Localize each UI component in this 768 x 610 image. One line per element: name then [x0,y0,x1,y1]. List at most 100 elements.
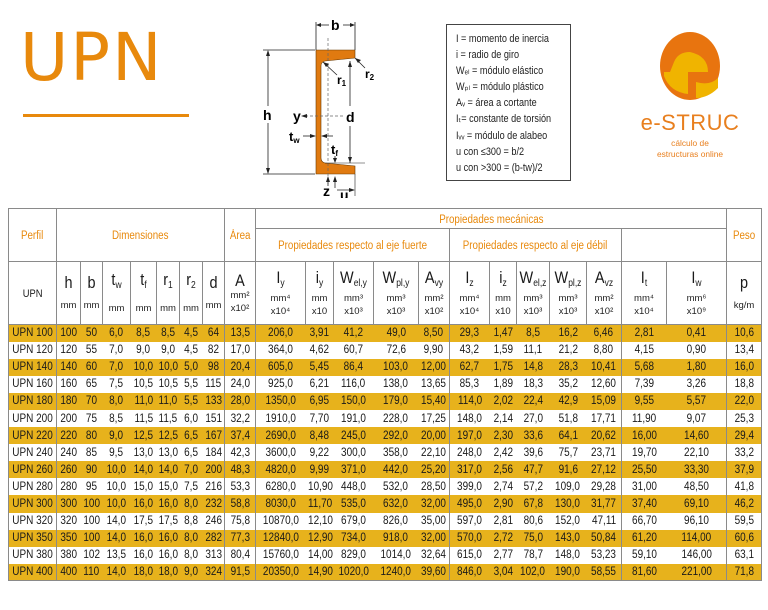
col-b: b mm [80,261,103,325]
table-row: UPN 120 120 55 7,0 9,0 9,0 4,5 82 17,0 364,0 4,62 6… [8,341,762,359]
value-cell: 14,0 [102,563,131,582]
value-cell: 442,0 [373,461,419,479]
value-cell: 53,23 [586,546,622,564]
value-cell: 16,0 [156,529,180,547]
value-cell: 39,6 [516,444,550,462]
value-cell: 10,0 [102,478,131,496]
col-Avy: Avy mm² x10² [418,261,450,325]
legend-line: Aᵥ = área a cortante [456,97,537,110]
value-cell: 615,0 [449,546,490,564]
value-cell: 17,25 [418,409,450,428]
value-cell: 12,90 [305,529,334,547]
value-cell: 1,80 [666,358,727,376]
value-cell: 7,5 [102,375,131,393]
col-Wply: Wpl,y mm³ x10³ [373,261,419,325]
value-cell: 23,71 [586,444,622,462]
value-cell: 9,5 [102,444,131,462]
value-cell: 191,0 [333,409,374,428]
value-cell: 49,0 [373,324,419,342]
value-cell: 151 [202,409,225,428]
value-cell: 16,0 [130,529,157,547]
table-row: UPN 350 350 100 14,0 16,0 16,0 8,0 282 77,3 12840… [8,529,762,547]
value-cell: 14,8 [516,358,550,376]
value-cell: 53,3 [224,478,256,496]
value-cell: 5,5 [179,375,203,393]
value-cell: 0,41 [666,324,727,342]
value-cell: 8,80 [586,341,622,359]
value-cell: 75,7 [549,444,587,462]
value-cell: 48,50 [666,478,727,496]
value-cell: 37,4 [224,427,256,445]
value-cell: 130,0 [549,495,587,513]
value-cell: 320 [56,512,81,530]
value-cell: 8,5 [102,409,131,428]
label-z: z [323,183,330,198]
header-series: UPN [8,261,57,325]
value-cell: 58,8 [224,495,256,513]
value-cell: 7,0 [179,461,203,479]
value-cell: 20350,0 [255,563,306,582]
value-cell: 32,64 [418,546,450,564]
value-cell: 190,0 [549,563,587,582]
value-cell: 22,10 [418,444,450,462]
value-cell: 1014,0 [373,546,419,564]
value-cell: 77,3 [224,529,256,547]
value-cell: 3,04 [489,563,517,582]
value-cell: 22,4 [516,392,550,410]
profile-name-cell: UPN 100 [8,324,57,342]
value-cell: 495,0 [449,495,490,513]
value-cell: 11,90 [621,409,667,428]
value-cell: 4,5 [179,341,203,359]
value-cell: 317,0 [449,461,490,479]
value-cell: 2,14 [489,409,517,428]
value-cell: 5,5 [179,392,203,410]
value-cell: 2,77 [489,546,517,564]
value-cell: 918,0 [373,529,419,547]
table-row: UPN 380 380 102 13,5 16,0 16,0 8,0 313 80,4 15760… [8,546,762,564]
table-row: UPN 220 220 80 9,0 12,5 12,5 6,5 167 37,4 2690,0 8… [8,427,762,445]
value-cell: 2,90 [489,495,517,513]
value-cell: 85,3 [449,375,490,393]
value-cell: 75,0 [516,529,550,547]
value-cell: 180 [56,392,81,410]
value-cell: 60 [80,358,103,376]
value-cell: 7,39 [621,375,667,393]
value-cell: 114,0 [449,392,490,410]
value-cell: 27,12 [586,461,622,479]
value-cell: 2,56 [489,461,517,479]
table-row: UPN 260 260 90 10,0 14,0 14,0 7,0 200 48,3 4820,0… [8,461,762,479]
col-tf: tf mm [130,261,157,325]
value-cell: 46,2 [726,495,762,513]
value-cell: 206,0 [255,324,306,342]
value-cell: 300 [56,495,81,513]
value-cell: 78,7 [516,546,550,564]
value-cell: 15760,0 [255,546,306,564]
value-cell: 280 [56,478,81,496]
value-cell: 9,0 [102,427,131,445]
table-row: UPN 400 400 110 14,0 18,0 18,0 9,0 324 91,5 20350… [8,563,762,582]
value-cell: 220 [56,427,81,445]
value-cell: 245,0 [333,427,374,445]
value-cell: 25,20 [418,461,450,479]
value-cell: 41,2 [333,324,374,342]
value-cell: 22,0 [726,392,762,410]
table-row: UPN 240 240 85 9,5 13,0 13,0 6,5 184 42,3 3600,0 9… [8,444,762,462]
value-cell: 228,0 [373,409,419,428]
value-cell: 925,0 [255,375,306,393]
legend-line: u con >300 = (b-tw)/2 [456,161,543,174]
value-cell: 16,0 [726,358,762,376]
profile-name-cell: UPN 350 [8,529,57,547]
value-cell: 184 [202,444,225,462]
table-row: UPN 100 100 50 6,0 8,5 8,5 4,5 64 13,5 206,0 3,91 4… [8,324,762,342]
value-cell: 63,1 [726,546,762,564]
value-cell: 39,60 [418,563,450,582]
value-cell: 15,09 [586,392,622,410]
value-cell: 16,0 [156,495,180,513]
value-cell: 2690,0 [255,427,306,445]
value-cell: 11,70 [305,495,334,513]
value-cell: 17,71 [586,409,622,428]
table-row: UPN 320 320 100 14,0 17,5 17,5 8,8 246 75,8 10870… [8,512,762,530]
value-cell: 16,0 [130,495,157,513]
value-cell: 32,00 [418,529,450,547]
value-cell: 86,4 [333,358,374,376]
